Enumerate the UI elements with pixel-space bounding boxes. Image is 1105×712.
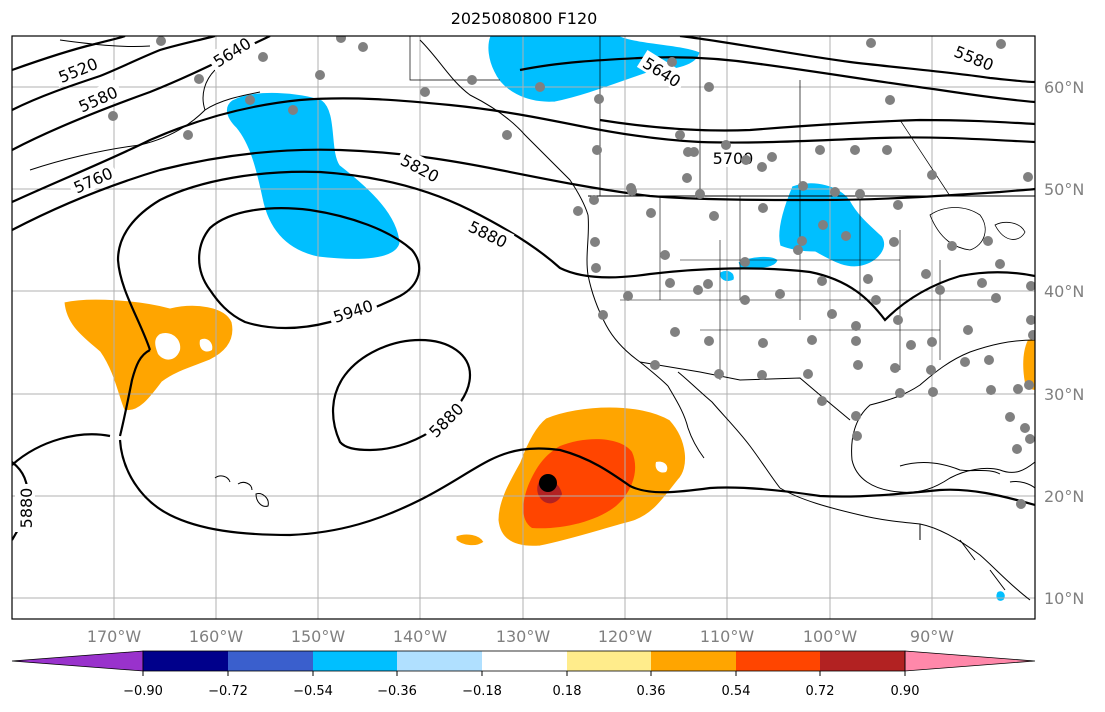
colorbar-min-extend bbox=[11, 650, 144, 672]
contour-5760 bbox=[12, 97, 1035, 203]
colorbar-outline bbox=[142, 650, 906, 672]
colorbar-segment bbox=[313, 651, 397, 671]
positive-anomaly-hole-a bbox=[155, 332, 181, 360]
positive-anomaly-gulf bbox=[1023, 338, 1035, 390]
lon-tick-label: 150°W bbox=[291, 627, 346, 646]
colorbar-tick-label: 0.18 bbox=[553, 684, 582, 699]
positive-anomaly-hole-b bbox=[199, 338, 213, 352]
lon-tick-label: 90°W bbox=[910, 627, 954, 646]
gulf-coast bbox=[851, 339, 1035, 493]
colorbar-tick-label: −0.36 bbox=[377, 684, 417, 699]
negative-anomaly-small-c bbox=[995, 590, 1006, 602]
colorbar-max-extend bbox=[904, 650, 1036, 672]
contour-5940 bbox=[198, 207, 421, 330]
contour-5520 bbox=[12, 36, 126, 72]
anomaly-fills bbox=[63, 36, 1035, 602]
contour-5580-west bbox=[12, 36, 216, 111]
lon-tick-label: 120°W bbox=[598, 627, 653, 646]
lat-tick-label: 40°N bbox=[1044, 282, 1084, 301]
colorbar-segment bbox=[397, 651, 482, 671]
colorbar: −0.90 −0.72 −0.54 −0.36 −0.18 0.18 0.36 … bbox=[11, 650, 1036, 699]
center-marker bbox=[539, 474, 557, 492]
height-contours bbox=[12, 36, 1035, 541]
contour-label: 5880 bbox=[17, 488, 36, 529]
colorbar-tick-label: 0.90 bbox=[891, 684, 920, 699]
lat-tick-label: 30°N bbox=[1044, 385, 1084, 404]
lon-tick-label: 140°W bbox=[393, 627, 448, 646]
great-lakes bbox=[929, 207, 1026, 251]
colorbar-segment bbox=[143, 651, 228, 671]
central-america bbox=[919, 524, 1006, 591]
lat-tick-label: 20°N bbox=[1044, 487, 1084, 506]
map-frame bbox=[11, 35, 1036, 620]
colorbar-tick-label: −0.54 bbox=[293, 684, 333, 699]
us-states bbox=[620, 196, 1000, 380]
hawaii bbox=[214, 475, 269, 507]
contour-5880-inner bbox=[331, 338, 472, 452]
colorbar-tick-label: −0.18 bbox=[462, 684, 502, 699]
contour-5640-east bbox=[519, 56, 1035, 104]
baja bbox=[667, 371, 781, 489]
station-points bbox=[108, 36, 1035, 509]
canada-bc-coast bbox=[419, 39, 589, 216]
colorbar-tick-label: 0.54 bbox=[722, 684, 751, 699]
canada-provinces bbox=[409, 36, 951, 197]
caribbean bbox=[899, 462, 1035, 489]
lon-tick-label: 160°W bbox=[189, 627, 244, 646]
lat-tick-label: 50°N bbox=[1044, 180, 1084, 199]
contour-5880-east-low bbox=[12, 349, 151, 466]
negative-anomaly-gulf-alaska bbox=[226, 92, 401, 260]
contour-5880-south bbox=[118, 439, 1035, 537]
lat-tick-labels: 60°N 50°N 40°N 30°N 20°N 10°N bbox=[1044, 78, 1084, 608]
positive-anomaly-central-pacific bbox=[63, 298, 234, 412]
colorbar-tick-label: −0.90 bbox=[123, 684, 163, 699]
colorbar-segment bbox=[820, 651, 905, 671]
colorbar-tick-label: 0.36 bbox=[637, 684, 666, 699]
contour-5700-east bbox=[599, 118, 1035, 132]
colorbar-ticks bbox=[142, 671, 906, 676]
colorbar-segment bbox=[567, 651, 651, 671]
lon-tick-label: 130°W bbox=[496, 627, 551, 646]
lat-tick-label: 60°N bbox=[1044, 78, 1084, 97]
colorbar-segment bbox=[736, 651, 820, 671]
positive-anomaly-east-pacific-strong bbox=[523, 439, 636, 529]
contour-5820 bbox=[12, 148, 1035, 231]
positive-anomaly-hole-c bbox=[655, 461, 668, 473]
contour-5580-east bbox=[679, 36, 1035, 84]
lat-tick-label: 10°N bbox=[1044, 589, 1084, 608]
lon-tick-label: 110°W bbox=[700, 627, 755, 646]
contour-5880-main bbox=[116, 170, 1035, 351]
colorbar-segment bbox=[228, 651, 313, 671]
colorbar-tick-label: 0.72 bbox=[806, 684, 835, 699]
colorbar-segment bbox=[651, 651, 736, 671]
colorbar-segment bbox=[482, 651, 567, 671]
positive-anomaly-islet bbox=[455, 533, 485, 547]
lon-tick-label: 170°W bbox=[87, 627, 142, 646]
colorbar-tick-label: −0.72 bbox=[208, 684, 248, 699]
us-west-coast bbox=[586, 214, 669, 387]
lon-tick-label: 100°W bbox=[803, 627, 858, 646]
lon-tick-labels: 170°W 160°W 150°W 140°W 130°W 120°W 110°… bbox=[87, 627, 954, 646]
map-title: 2025080800 F120 bbox=[450, 9, 598, 28]
alaska-coast bbox=[29, 39, 261, 171]
